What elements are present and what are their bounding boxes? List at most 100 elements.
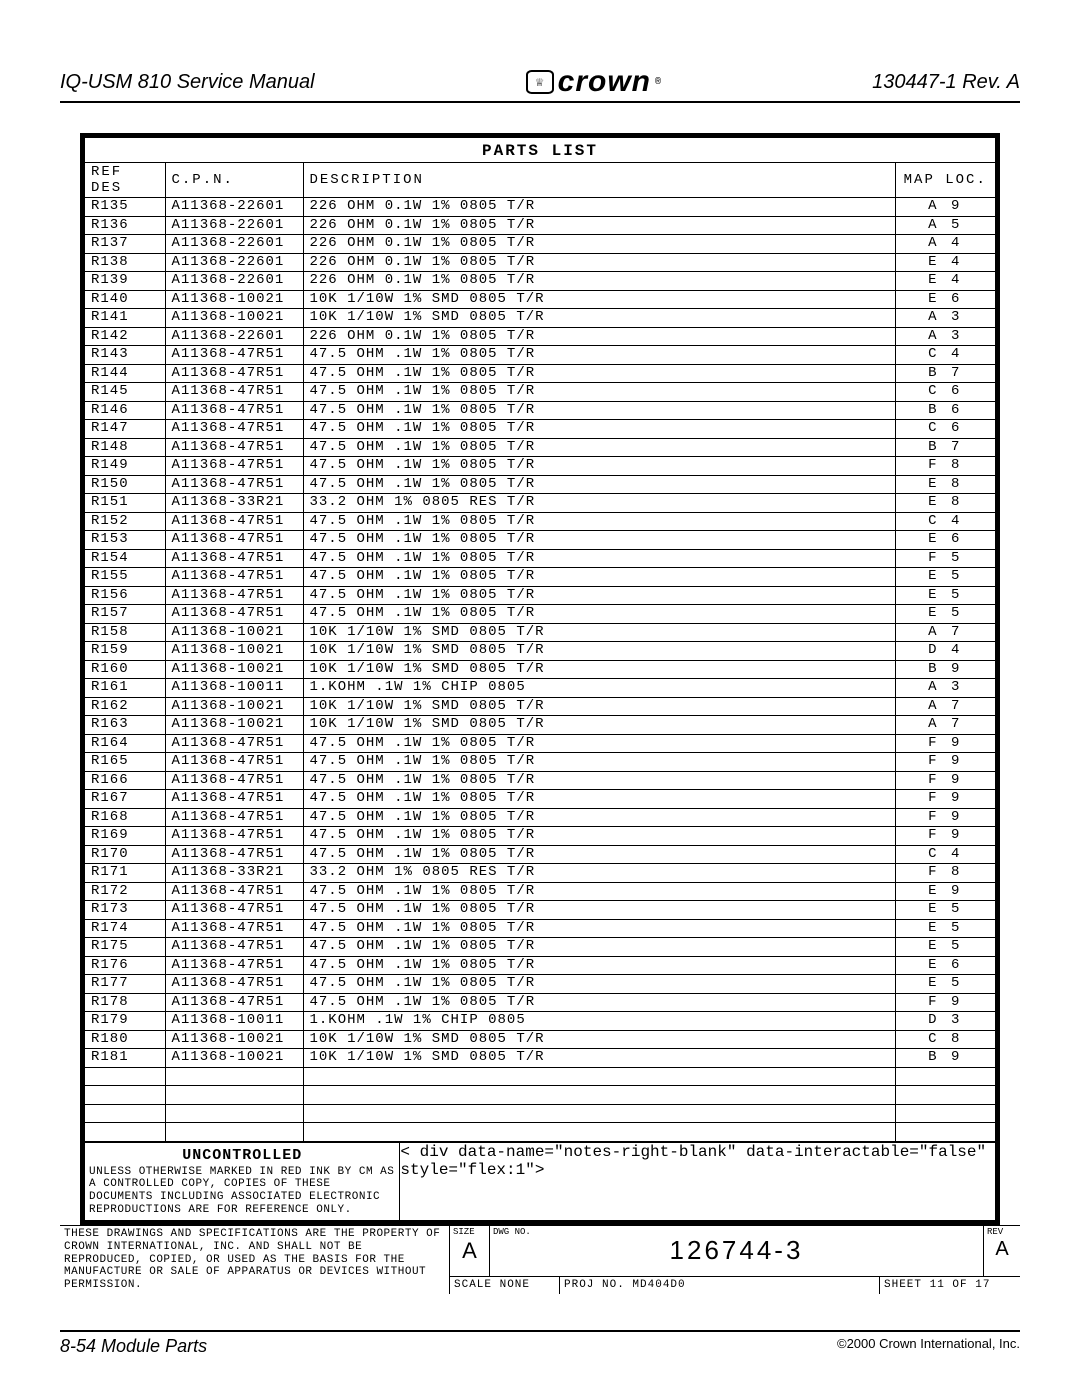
table-cell: R181 <box>85 1049 165 1068</box>
table-row: R176A11368-47R5147.5 OHM .1W 1% 0805 T/R… <box>85 956 995 975</box>
table-cell: 47.5 OHM .1W 1% 0805 T/R <box>303 401 895 420</box>
table-cell: E 5 <box>895 938 995 957</box>
table-row: R166A11368-47R5147.5 OHM .1W 1% 0805 T/R… <box>85 771 995 790</box>
table-cell: A11368-47R51 <box>165 383 303 402</box>
table-cell: F 5 <box>895 549 995 568</box>
table-cell: 1.KOHM .1W 1% CHIP 0805 <box>303 679 895 698</box>
col-cpn: C.P.N. <box>165 163 303 198</box>
table-cell <box>85 1086 165 1105</box>
drawing-frame: PARTS LIST REF DES C.P.N. DESCRIPTION MA… <box>80 133 1000 1225</box>
table-cell: A11368-47R51 <box>165 475 303 494</box>
table-row: R142A11368-22601226 OHM 0.1W 1% 0805 T/R… <box>85 327 995 346</box>
table-cell: A11368-47R51 <box>165 364 303 383</box>
table-row: R139A11368-22601226 OHM 0.1W 1% 0805 T/R… <box>85 272 995 291</box>
table-cell: A11368-10021 <box>165 623 303 642</box>
notes-row: UNCONTROLLED UNLESS OTHERWISE MARKED IN … <box>85 1142 995 1221</box>
table-cell: R160 <box>85 660 165 679</box>
table-cell: A11368-47R51 <box>165 457 303 476</box>
table-cell: A 4 <box>895 235 995 254</box>
table-cell: 47.5 OHM .1W 1% 0805 T/R <box>303 882 895 901</box>
dwg-number: 126744-3 <box>493 1236 980 1266</box>
table-cell: 10K 1/10W 1% SMD 0805 T/R <box>303 1030 895 1049</box>
table-cell: R161 <box>85 679 165 698</box>
table-cell: R175 <box>85 938 165 957</box>
table-cell: R152 <box>85 512 165 531</box>
table-row: R135A11368-22601226 OHM 0.1W 1% 0805 T/R… <box>85 198 995 217</box>
table-row-empty <box>85 1086 995 1105</box>
table-cell: 47.5 OHM .1W 1% 0805 T/R <box>303 438 895 457</box>
table-cell: E 5 <box>895 605 995 624</box>
table-cell: A11368-47R51 <box>165 827 303 846</box>
table-cell: A 3 <box>895 679 995 698</box>
title-top: SIZE A DWG NO. 126744-3 REV A <box>450 1226 1020 1277</box>
table-cell: A11368-47R51 <box>165 753 303 772</box>
table-cell: E 8 <box>895 494 995 513</box>
table-row: R144A11368-47R5147.5 OHM .1W 1% 0805 T/R… <box>85 364 995 383</box>
table-cell: 10K 1/10W 1% SMD 0805 T/R <box>303 660 895 679</box>
table-row: R141A11368-1002110K 1/10W 1% SMD 0805 T/… <box>85 309 995 328</box>
table-cell: 47.5 OHM .1W 1% 0805 T/R <box>303 346 895 365</box>
table-cell: 47.5 OHM .1W 1% 0805 T/R <box>303 938 895 957</box>
dwg-cell: DWG NO. 126744-3 <box>490 1226 984 1276</box>
table-cell: B 9 <box>895 660 995 679</box>
table-cell: 226 OHM 0.1W 1% 0805 T/R <box>303 272 895 291</box>
table-cell: R154 <box>85 549 165 568</box>
table-cell: R148 <box>85 438 165 457</box>
table-cell: A11368-47R51 <box>165 919 303 938</box>
rev-label: REV <box>987 1227 1017 1237</box>
sheet-cell: SHEET 11 OF 17 <box>880 1277 1020 1294</box>
table-cell <box>303 1104 895 1123</box>
footer-copyright: ©2000 Crown International, Inc. <box>837 1336 1020 1357</box>
proj-cell: PROJ NO. MD404D0 <box>560 1277 880 1294</box>
table-row: R136A11368-22601226 OHM 0.1W 1% 0805 T/R… <box>85 216 995 235</box>
table-row: R155A11368-47R5147.5 OHM .1W 1% 0805 T/R… <box>85 568 995 587</box>
table-cell: 47.5 OHM .1W 1% 0805 T/R <box>303 956 895 975</box>
table-cell: F 8 <box>895 864 995 883</box>
table-cell: R151 <box>85 494 165 513</box>
col-description: DESCRIPTION <box>303 163 895 198</box>
size-cell: SIZE A <box>450 1226 490 1276</box>
table-cell: R136 <box>85 216 165 235</box>
table-row: R171A11368-33R2133.2 OHM 1% 0805 RES T/R… <box>85 864 995 883</box>
table-cell <box>165 1067 303 1086</box>
table-cell: A11368-10021 <box>165 697 303 716</box>
table-cell: 47.5 OHM .1W 1% 0805 T/R <box>303 512 895 531</box>
table-cell: R141 <box>85 309 165 328</box>
table-cell: A11368-47R51 <box>165 956 303 975</box>
table-cell: C 6 <box>895 420 995 439</box>
table-cell: 47.5 OHM .1W 1% 0805 T/R <box>303 993 895 1012</box>
table-cell: A 3 <box>895 327 995 346</box>
table-cell: E 4 <box>895 253 995 272</box>
table-row: R162A11368-1002110K 1/10W 1% SMD 0805 T/… <box>85 697 995 716</box>
table-cell: E 5 <box>895 568 995 587</box>
table-cell: 10K 1/10W 1% SMD 0805 T/R <box>303 1049 895 1068</box>
table-cell: 47.5 OHM .1W 1% 0805 T/R <box>303 975 895 994</box>
table-row: R175A11368-47R5147.5 OHM .1W 1% 0805 T/R… <box>85 938 995 957</box>
table-row: R143A11368-47R5147.5 OHM .1W 1% 0805 T/R… <box>85 346 995 365</box>
table-cell: E 5 <box>895 901 995 920</box>
table-cell: E 6 <box>895 290 995 309</box>
table-cell <box>303 1067 895 1086</box>
table-cell: 47.5 OHM .1W 1% 0805 T/R <box>303 901 895 920</box>
table-row-empty <box>85 1104 995 1123</box>
table-row: R149A11368-47R5147.5 OHM .1W 1% 0805 T/R… <box>85 457 995 476</box>
table-cell: R143 <box>85 346 165 365</box>
table-row: R146A11368-47R5147.5 OHM .1W 1% 0805 T/R… <box>85 401 995 420</box>
table-cell: 47.5 OHM .1W 1% 0805 T/R <box>303 420 895 439</box>
table-row: R156A11368-47R5147.5 OHM .1W 1% 0805 T/R… <box>85 586 995 605</box>
table-cell: A11368-47R51 <box>165 882 303 901</box>
table-cell: E 9 <box>895 882 995 901</box>
table-cell: R156 <box>85 586 165 605</box>
title-bottom: SCALE NONE PROJ NO. MD404D0 SHEET 11 OF … <box>450 1277 1020 1294</box>
table-cell: 47.5 OHM .1W 1% 0805 T/R <box>303 549 895 568</box>
uncontrolled-note: UNCONTROLLED UNLESS OTHERWISE MARKED IN … <box>85 1143 400 1221</box>
table-cell: 226 OHM 0.1W 1% 0805 T/R <box>303 216 895 235</box>
table-cell: E 4 <box>895 272 995 291</box>
table-row: R181A11368-1002110K 1/10W 1% SMD 0805 T/… <box>85 1049 995 1068</box>
table-cell: A11368-47R51 <box>165 605 303 624</box>
table-row: R174A11368-47R5147.5 OHM .1W 1% 0805 T/R… <box>85 919 995 938</box>
table-cell: E 8 <box>895 475 995 494</box>
table-cell: B 7 <box>895 364 995 383</box>
table-cell: R144 <box>85 364 165 383</box>
table-cell: R180 <box>85 1030 165 1049</box>
